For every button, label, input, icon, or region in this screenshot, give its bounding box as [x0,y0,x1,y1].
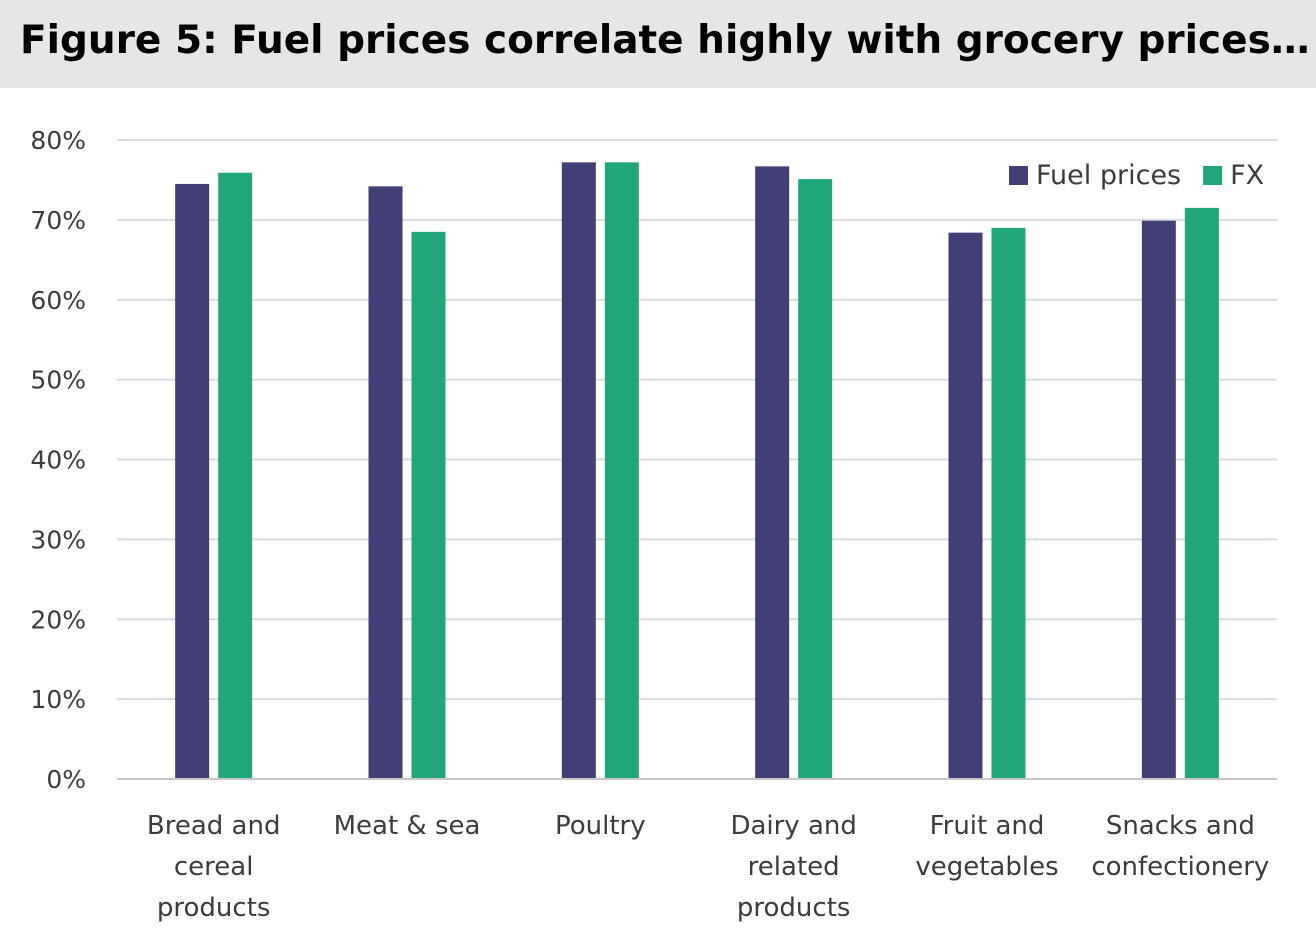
bar-fx-5 [1184,207,1219,780]
category-label-4: Fruit and vegetables [915,811,1058,882]
category-label-line: Meat & sea [334,811,481,841]
y-tick-label-20: 20% [30,605,86,634]
category-label-3: Dairy and related products [730,811,856,923]
category-label-line: Snacks and [1106,811,1255,841]
category-label-line: Bread and [147,811,281,841]
y-tick-label-50: 50% [30,366,86,395]
y-axis-ticks: 0% 10% 20% 30% 40% 50% 60% 70% 80% [30,126,86,794]
category-label-line: confectionery [1091,852,1269,882]
bar-fuel-prices-0 [175,183,210,779]
bars [175,162,1219,780]
category-label-line: Fruit and [930,811,1045,841]
category-label-line: products [737,893,851,923]
category-label-line: related [748,852,840,882]
chart-title: Figure 5: Fuel prices correlate highly w… [20,18,1310,63]
category-labels: Bread and cereal products Meat & sea Poultry… [147,811,1269,923]
legend-label-1: FX [1230,160,1264,191]
legend: Fuel prices FX [1009,160,1264,191]
category-label-1: Meat & sea [334,811,481,841]
bar-fx-2 [604,162,639,780]
category-label-line: products [157,893,271,923]
category-label-line: Poultry [555,811,646,841]
bar-fuel-prices-4 [948,232,983,779]
bar-fuel-prices-5 [1141,220,1176,779]
category-label-line: cereal [174,852,254,882]
legend-label-0: Fuel prices [1036,160,1181,191]
bar-fuel-prices-1 [368,186,403,779]
title-bar: Figure 5: Fuel prices correlate highly w… [0,0,1316,88]
legend-swatch-1 [1203,166,1223,185]
bar-fx-1 [411,231,446,779]
bar-fx-3 [798,179,833,780]
y-tick-label-0: 0% [46,765,86,794]
bar-fx-4 [991,227,1026,780]
y-tick-label-60: 60% [30,286,86,315]
category-label-2: Poultry [555,811,646,841]
y-tick-label-30: 30% [30,525,86,554]
bar-fx-0 [218,172,253,779]
bar-fuel-prices-3 [755,166,790,779]
category-label-line: vegetables [915,852,1058,882]
y-tick-label-80: 80% [30,126,86,155]
y-tick-label-40: 40% [30,446,86,475]
y-tick-label-10: 10% [30,685,86,714]
category-label-line: Dairy and [730,811,856,841]
category-label-5: Snacks and confectionery [1091,811,1269,882]
category-label-0: Bread and cereal products [147,811,281,923]
legend-swatch-0 [1009,166,1028,185]
y-tick-label-70: 70% [30,206,86,235]
gridlines [117,139,1277,701]
bar-fuel-prices-2 [561,162,596,780]
